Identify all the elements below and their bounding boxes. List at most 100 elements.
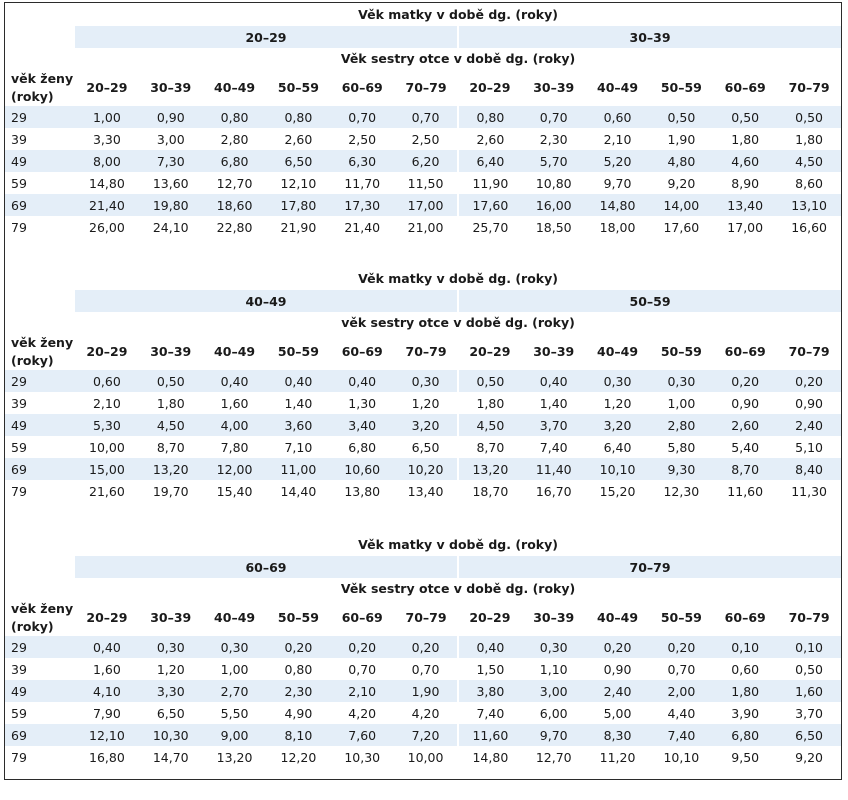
risk-value-cell: 18,60 bbox=[202, 194, 267, 216]
sister-age-column: 70–79 bbox=[405, 344, 447, 359]
risk-value-cell: 2,40 bbox=[777, 414, 842, 436]
risk-value-cell: 6,50 bbox=[777, 724, 842, 746]
risk-value-cell: 2,50 bbox=[348, 131, 377, 147]
risk-value-cell: 9,30 bbox=[649, 458, 714, 480]
risk-value-cell: 21,90 bbox=[280, 219, 317, 235]
risk-value-cell: 0,70 bbox=[394, 658, 459, 680]
sister-age-column: 60–69 bbox=[724, 80, 766, 95]
risk-value-cell: 12,30 bbox=[663, 483, 700, 499]
risk-value-cell: 19,70 bbox=[152, 483, 189, 499]
risk-value-cell: 12,20 bbox=[280, 749, 317, 765]
woman-age-cell: 39 bbox=[11, 661, 27, 677]
risk-value-cell: 0,30 bbox=[521, 636, 586, 658]
risk-value-cell: 1,60 bbox=[777, 680, 842, 702]
risk-value-cell: 4,10 bbox=[75, 680, 139, 702]
risk-value-cell: 1,00 bbox=[667, 395, 696, 411]
woman-age-cell: 49 bbox=[5, 150, 75, 172]
risk-value-cell: 8,70 bbox=[713, 458, 778, 480]
risk-value-cell: 2,10 bbox=[603, 131, 632, 147]
sister-age-column: 30–39 bbox=[533, 344, 575, 359]
risk-value-cell: 21,40 bbox=[344, 219, 381, 235]
risk-value-cell: 1,20 bbox=[394, 392, 459, 414]
mother-age-group: 50–59 bbox=[457, 290, 842, 312]
table-row: 59 10,00 8,70 7,80 7,10 6,80 6,50 8,70 7,40 6,40 5… bbox=[5, 436, 841, 458]
risk-value-cell: 0,90 bbox=[731, 395, 760, 411]
table-row: 39 2,10 1,80 1,60 1,40 1,30 1,20 1,80 1,40 1,20 1,… bbox=[5, 392, 841, 414]
sister-age-column: 50–59 bbox=[277, 344, 319, 359]
risk-value-cell: 3,20 bbox=[585, 414, 650, 436]
risk-value-cell: 0,40 bbox=[75, 636, 139, 658]
sister-age-column: 50–59 bbox=[660, 80, 702, 95]
risk-value-cell: 2,80 bbox=[220, 131, 249, 147]
risk-value-cell: 10,20 bbox=[394, 458, 459, 480]
risk-value-cell: 0,90 bbox=[603, 661, 632, 677]
risk-value-cell: 24,10 bbox=[152, 219, 189, 235]
risk-value-cell: 7,10 bbox=[284, 439, 313, 455]
risk-value-cell: 10,10 bbox=[585, 458, 650, 480]
row-header: věk ženy bbox=[11, 334, 74, 350]
risk-value-cell: 0,30 bbox=[585, 370, 650, 392]
risk-value-cell: 6,30 bbox=[330, 150, 395, 172]
woman-age-cell: 69 bbox=[5, 194, 75, 216]
risk-value-cell: 6,50 bbox=[266, 150, 331, 172]
risk-value-cell: 2,70 bbox=[202, 680, 267, 702]
sister-age-column: 20–29 bbox=[469, 344, 511, 359]
risk-value-cell: 0,90 bbox=[795, 395, 824, 411]
risk-table-frame: Věk matky v době dg. (roky) 20–29 30–39 Věk… bbox=[4, 2, 842, 780]
risk-value-cell: 6,50 bbox=[156, 705, 185, 721]
risk-value-cell: 16,70 bbox=[535, 483, 572, 499]
sister-age-column: 70–79 bbox=[405, 80, 447, 95]
sister-age-column: 60–69 bbox=[724, 344, 766, 359]
risk-value-cell: 11,50 bbox=[394, 172, 459, 194]
table-row: 39 3,30 3,00 2,80 2,60 2,50 2,50 2,60 2,30 2,10 1,… bbox=[5, 128, 841, 150]
risk-value-cell: 2,30 bbox=[539, 131, 568, 147]
risk-value-cell: 0,40 bbox=[521, 370, 586, 392]
risk-value-cell: 1,10 bbox=[539, 661, 568, 677]
mother-age-label: Věk matky v době dg. (roky) bbox=[358, 7, 558, 22]
mother-age-group: 20–29 bbox=[75, 26, 459, 48]
woman-age-cell: 59 bbox=[11, 439, 27, 455]
table-row: 69 12,10 10,30 9,00 8,10 7,60 7,20 11,60 9,70 8,3… bbox=[5, 724, 842, 746]
row-header: věk ženy bbox=[11, 70, 74, 86]
risk-value-cell: 6,50 bbox=[394, 436, 459, 458]
table-row: 59 7,90 6,50 5,50 4,90 4,20 4,20 7,40 6,00 5,00 4,… bbox=[5, 702, 841, 724]
sister-age-column: 70–79 bbox=[788, 80, 830, 95]
risk-value-cell: 0,40 bbox=[202, 370, 267, 392]
sister-age-column: 60–69 bbox=[341, 610, 383, 625]
risk-value-cell: 0,50 bbox=[795, 661, 824, 677]
risk-value-cell: 4,90 bbox=[284, 705, 313, 721]
risk-value-cell: 1,40 bbox=[284, 395, 313, 411]
risk-value-cell: 10,30 bbox=[344, 749, 381, 765]
risk-value-cell: 6,00 bbox=[539, 705, 568, 721]
risk-value-cell: 4,20 bbox=[348, 705, 377, 721]
table-row: 79 21,60 19,70 15,40 14,40 13,80 13,40 18,70 16,… bbox=[5, 480, 841, 502]
risk-value-cell: 11,60 bbox=[457, 724, 522, 746]
risk-value-cell: 2,80 bbox=[649, 414, 714, 436]
risk-value-cell: 0,90 bbox=[138, 106, 203, 128]
risk-value-cell: 1,20 bbox=[156, 661, 185, 677]
woman-age-cell: 29 bbox=[5, 636, 75, 658]
sister-age-column: 50–59 bbox=[277, 80, 319, 95]
table-block-1: Věk matky v době dg. (roky) 20–29 30–39 Věk… bbox=[5, 3, 842, 238]
row-header-unit: (roky) bbox=[11, 89, 54, 104]
risk-value-cell: 6,40 bbox=[603, 439, 632, 455]
woman-age-cell: 49 bbox=[5, 414, 75, 436]
risk-value-cell: 3,30 bbox=[92, 131, 121, 147]
risk-value-cell: 0,50 bbox=[777, 106, 842, 128]
row-header-unit: (roky) bbox=[11, 619, 54, 634]
risk-value-cell: 1,80 bbox=[731, 131, 760, 147]
risk-value-cell: 0,20 bbox=[585, 636, 650, 658]
risk-value-cell: 12,10 bbox=[75, 724, 139, 746]
woman-age-cell: 49 bbox=[5, 680, 75, 702]
table-row: 29 0,60 0,50 0,40 0,40 0,40 0,30 0,50 0,40 0,30 0,… bbox=[5, 370, 842, 392]
sister-age-column: 40–49 bbox=[597, 610, 639, 625]
risk-value-cell: 14,70 bbox=[152, 749, 189, 765]
risk-value-cell: 14,00 bbox=[649, 194, 714, 216]
risk-value-cell: 7,30 bbox=[138, 150, 203, 172]
risk-value-cell: 7,80 bbox=[220, 439, 249, 455]
risk-value-cell: 1,80 bbox=[713, 680, 778, 702]
woman-age-cell: 29 bbox=[5, 106, 75, 128]
risk-value-cell: 0,50 bbox=[713, 106, 778, 128]
risk-value-cell: 13,40 bbox=[713, 194, 778, 216]
risk-value-cell: 4,50 bbox=[457, 414, 522, 436]
